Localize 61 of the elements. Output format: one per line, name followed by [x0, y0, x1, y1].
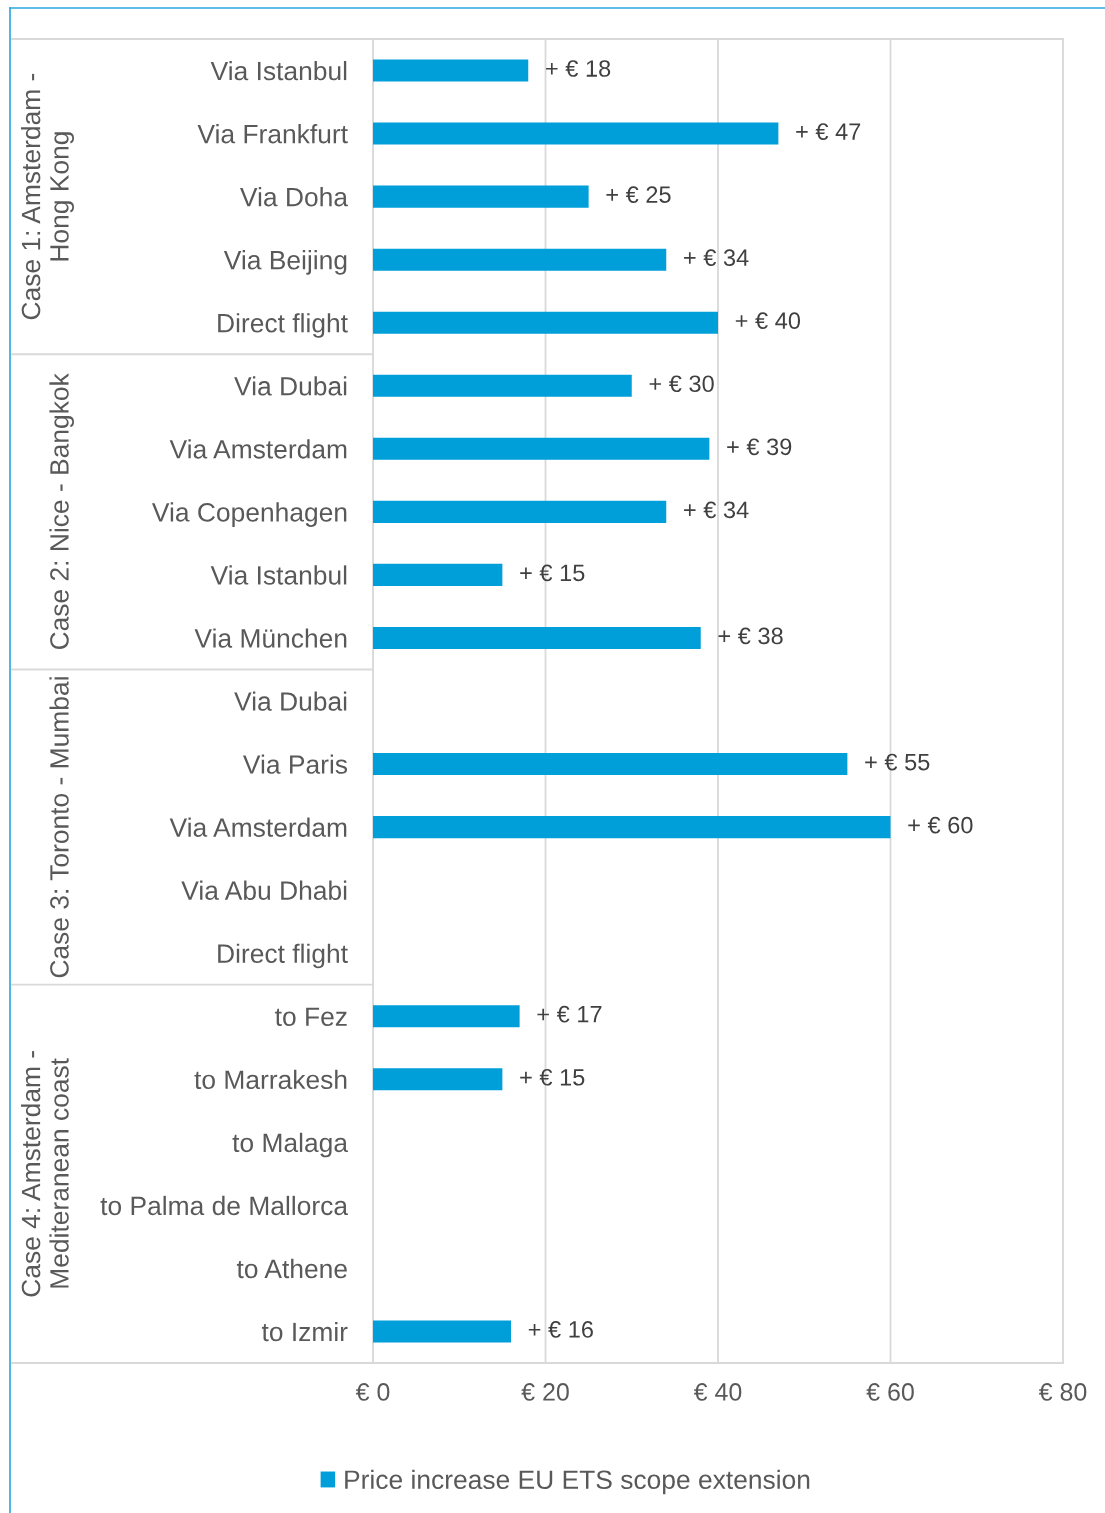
y-tick-label: to Athene — [236, 1258, 347, 1279]
y-tick-label: Via Istanbul — [210, 60, 347, 81]
data-label: + € 18 — [546, 60, 611, 77]
y-tick-label: Via Doha — [240, 187, 348, 207]
y-tick-label: Via Dubai — [234, 376, 347, 396]
data-label: + € 34 — [684, 249, 749, 266]
text: Case 4: Amsterdam - Mediteranean coast — [20, 1051, 69, 1297]
x-tick-label: € 20 — [521, 1383, 569, 1401]
x-tick-label: € 40 — [693, 1383, 742, 1401]
data-label: + € 34 — [684, 501, 749, 519]
bar — [373, 437, 710, 460]
y-tick-label: to Malaga — [232, 1132, 349, 1158]
x-tick-label: € 60 — [866, 1383, 914, 1401]
x-tick-label: € 0 — [355, 1383, 390, 1401]
bar — [373, 185, 589, 208]
y-tick-label: to Fez — [275, 1007, 347, 1027]
y-tick-label: Via Amsterdam — [169, 817, 347, 837]
x-tick-label: € 80 — [1038, 1383, 1087, 1401]
y-tick-label: Via Copenhagen — [151, 502, 347, 527]
data-label: + € 15 — [520, 1068, 585, 1086]
y-tick-label: Direct flight — [218, 943, 348, 969]
bar — [373, 374, 632, 397]
data-label: + € 38 — [718, 627, 783, 645]
bar — [373, 753, 848, 776]
text: Case 3: Toronto - Mumbai — [49, 677, 69, 978]
data-label: + € 40 — [735, 312, 801, 330]
bar — [373, 563, 503, 586]
bar — [373, 248, 667, 271]
y-tick-label: Via Abu Dhabi — [181, 880, 347, 900]
data-label: + € 39 — [727, 438, 792, 456]
bar — [373, 1005, 520, 1028]
text: Case 1: Amsterdam - Hong Kong — [20, 73, 74, 320]
bar — [373, 1068, 503, 1091]
legend-label: Price increase EU ETS scope extension — [345, 1469, 810, 1495]
bar — [373, 626, 701, 649]
data-label: + € 15 — [520, 564, 585, 582]
y-tick-label: Via Paris — [242, 754, 348, 774]
bar — [373, 59, 529, 82]
bar — [373, 500, 667, 523]
y-tick-label: Via Beijing — [223, 250, 347, 275]
y-tick-label: Via Amsterdam — [169, 439, 347, 459]
y-tick-label: to Izmir — [261, 1321, 348, 1342]
y-tick-label: Via Istanbul — [210, 565, 347, 585]
data-label: + € 25 — [606, 186, 671, 203]
text: Case 2: Nice - Bangkok — [49, 373, 74, 650]
bar — [373, 1320, 511, 1343]
bar — [373, 122, 779, 145]
y-tick-label: Via Dubai — [234, 691, 347, 711]
data-label: + € 55 — [865, 753, 930, 771]
y-tick-label: Direct flight — [218, 313, 348, 338]
y-tick-label: to Palma de Mallorca — [100, 1195, 349, 1216]
y-tick-label: Via München — [194, 628, 347, 648]
y-tick-label: to Marrakesh — [194, 1069, 347, 1090]
bar — [373, 311, 718, 334]
y-tick-label: Via Frankfurt — [197, 124, 348, 144]
data-label: + € 30 — [649, 375, 714, 393]
data-label: + € 17 — [537, 1005, 602, 1023]
data-label: + € 60 — [908, 816, 973, 834]
bar — [373, 816, 891, 839]
data-label: + € 47 — [796, 123, 861, 140]
data-label: + € 16 — [528, 1321, 593, 1338]
